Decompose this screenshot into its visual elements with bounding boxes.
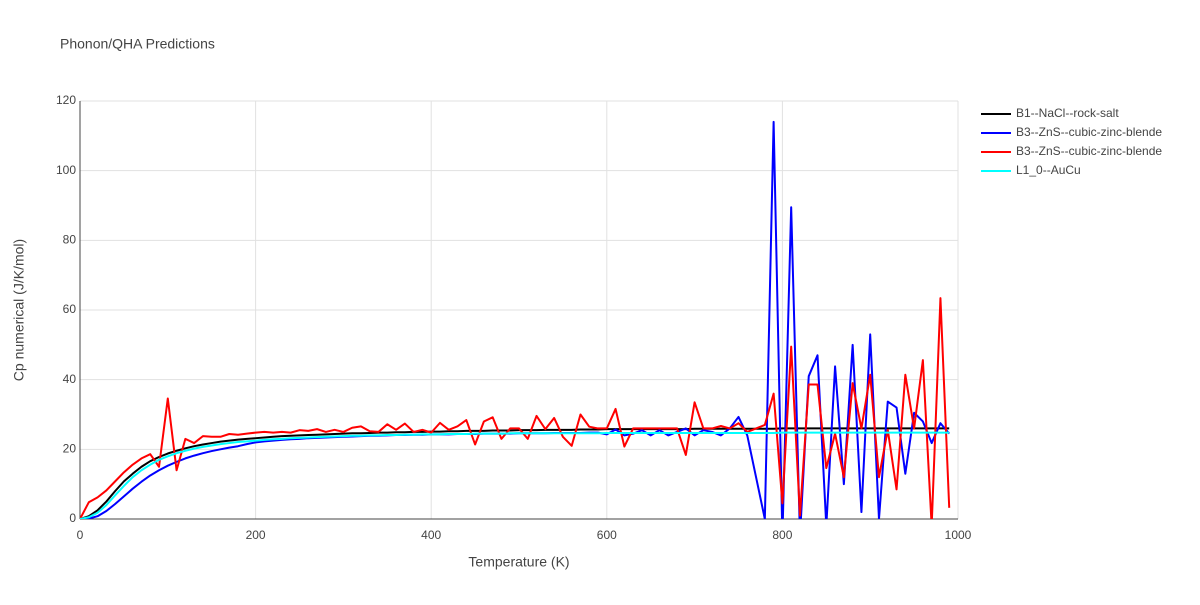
legend-label: L1_0--AuCu <box>1016 163 1081 177</box>
plot-area <box>80 120 951 519</box>
series-line <box>80 120 950 519</box>
legend-label: B3--ZnS--cubic-zinc-blende <box>1016 144 1162 158</box>
x-tick-label: 0 <box>77 528 84 542</box>
x-tick-label: 800 <box>772 528 792 542</box>
legend-label: B3--ZnS--cubic-zinc-blende <box>1016 125 1162 139</box>
y-axis-title: Cp numerical (J/K/mol) <box>11 239 27 381</box>
series-line <box>80 427 950 519</box>
series-line <box>80 431 950 519</box>
y-tick-label: 0 <box>69 511 76 525</box>
y-tick-label: 100 <box>56 163 76 177</box>
grid <box>79 100 959 520</box>
y-tick-label: 120 <box>56 93 76 107</box>
y-tick-label: 60 <box>63 302 77 316</box>
series-line <box>80 297 951 519</box>
legend: B1--NaCl--rock-salt B3--ZnS--cubic-zinc-b… <box>981 106 1162 177</box>
y-tick-label: 20 <box>63 442 77 456</box>
y-tick-label: 40 <box>63 372 77 386</box>
x-tick-label: 200 <box>246 528 266 542</box>
chart-title: Phonon/QHA Predictions <box>60 36 215 52</box>
x-axis-title: Temperature (K) <box>468 554 569 570</box>
legend-label: B1--NaCl--rock-salt <box>1016 106 1119 120</box>
x-tick-label: 400 <box>421 528 441 542</box>
x-tick-label: 600 <box>597 528 617 542</box>
y-tick-label: 80 <box>63 233 77 247</box>
x-tick-label: 1000 <box>945 528 972 542</box>
